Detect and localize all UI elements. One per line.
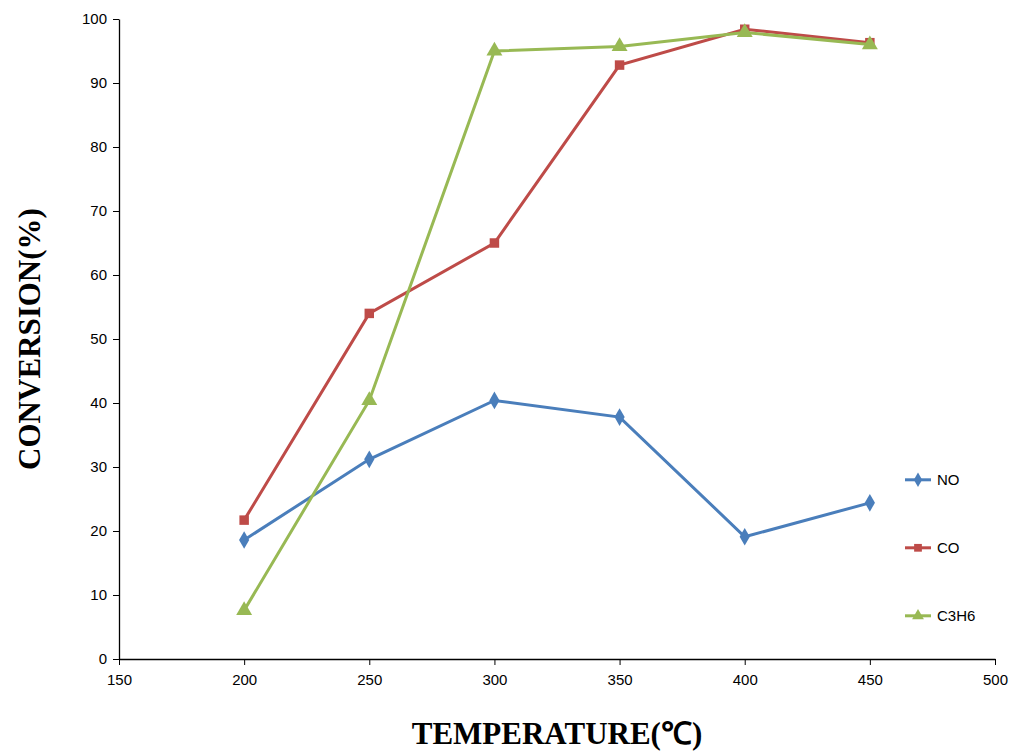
y-tick-mark: [113, 595, 119, 596]
legend-item: C3H6: [905, 607, 975, 624]
y-tick-label: 50: [90, 330, 107, 347]
y-tick-mark: [113, 147, 119, 148]
series-line: [244, 32, 870, 610]
legend: NO CO C3H6: [905, 471, 975, 624]
series-marker: [614, 408, 624, 426]
y-tick-mark: [113, 659, 119, 660]
y-tick-label: 90: [90, 74, 107, 91]
series-marker: [737, 23, 753, 37]
y-tick-label: 20: [90, 522, 107, 539]
x-tick-mark: [995, 659, 996, 665]
legend-marker: [912, 609, 924, 619]
legend-label: CO: [937, 539, 960, 556]
y-tick-label: 60: [90, 266, 107, 283]
series-line: [244, 400, 870, 540]
series-marker: [239, 531, 249, 549]
series-marker: [490, 238, 499, 247]
x-tick-mark: [119, 659, 120, 665]
series-marker: [486, 42, 502, 56]
x-tick-label: 200: [232, 671, 257, 688]
y-tick: 10: [90, 586, 119, 603]
x-tick-mark: [620, 659, 621, 665]
chart: 150 200 250 300 350 400 450 500 0 10 20 30 40 50 60 70 8…: [0, 0, 1017, 752]
y-tick: 50: [90, 330, 119, 347]
x-tick: 500: [983, 659, 1008, 688]
y-tick: 40: [90, 394, 119, 411]
series-marker: [612, 37, 628, 51]
x-tick-mark: [369, 659, 370, 665]
y-tick-label: 70: [90, 202, 107, 219]
series-marker: [364, 450, 374, 468]
y-axis-line: [119, 20, 120, 660]
y-tick-mark: [113, 275, 119, 276]
legend-item: CO: [905, 539, 960, 556]
y-tick: 90: [90, 74, 119, 91]
x-tick-label: 350: [608, 671, 633, 688]
y-axis: 0 10 20 30 40 50 60 70 80 90 100: [82, 10, 120, 667]
y-tick-label: 40: [90, 394, 107, 411]
series-marker: [236, 601, 252, 615]
x-tick: 150: [107, 659, 132, 688]
y-tick-mark: [113, 467, 119, 468]
series-marker: [489, 392, 499, 410]
y-tick: 0: [99, 650, 119, 667]
x-tick: 300: [482, 659, 507, 688]
series-marker: [862, 35, 878, 49]
y-tick-label: 10: [90, 586, 107, 603]
y-tick: 70: [90, 202, 119, 219]
x-tick-mark: [244, 659, 245, 665]
y-tick-mark: [113, 531, 119, 532]
legend-label: NO: [937, 471, 960, 488]
y-tick: 100: [82, 10, 119, 27]
y-tick-mark: [113, 339, 119, 340]
x-tick: 350: [608, 659, 633, 688]
x-tick-label: 250: [357, 671, 382, 688]
legend-label: C3H6: [937, 607, 975, 624]
y-tick-mark: [113, 19, 119, 20]
y-tick-label: 30: [90, 458, 107, 475]
x-tick-mark: [870, 659, 871, 665]
x-tick: 400: [733, 659, 758, 688]
x-tick-label: 400: [733, 671, 758, 688]
legend-marker: [914, 544, 922, 552]
x-tick-mark: [745, 659, 746, 665]
legend-marker: [914, 473, 922, 487]
series-marker: [740, 528, 750, 546]
plot: 150 200 250 300 350 400 450 500 0 10 20 30 40 50 60 70 8…: [82, 10, 1008, 687]
y-tick: 20: [90, 522, 119, 539]
series-marker: [865, 494, 875, 512]
y-tick-label: 100: [82, 10, 107, 27]
x-axis-line: [120, 659, 996, 660]
y-tick: 30: [90, 458, 119, 475]
x-axis-title: TEMPERATURE(℃): [412, 716, 702, 751]
x-tick: 450: [858, 659, 883, 688]
series-marker: [361, 391, 377, 405]
y-tick: 80: [90, 138, 119, 155]
x-tick-label: 450: [858, 671, 883, 688]
x-tick: 200: [232, 659, 257, 688]
x-tick-mark: [494, 659, 495, 665]
y-tick-label: 80: [90, 138, 107, 155]
y-axis-title: CONVERSION(%): [12, 208, 47, 470]
y-tick-mark: [113, 211, 119, 212]
series-marker: [239, 515, 248, 524]
x-axis: 150 200 250 300 350 400 450 500: [107, 659, 1008, 688]
series-group: [236, 23, 878, 615]
x-tick-label: 300: [482, 671, 507, 688]
y-tick-mark: [113, 403, 119, 404]
x-tick-label: 150: [107, 671, 132, 688]
y-tick-label: 0: [99, 650, 107, 667]
x-tick: 250: [357, 659, 382, 688]
legend-item: NO: [905, 471, 960, 488]
series-marker: [365, 309, 374, 318]
series-marker: [615, 60, 624, 69]
series-line: [244, 29, 870, 520]
y-tick: 60: [90, 266, 119, 283]
y-tick-mark: [113, 83, 119, 84]
x-tick-label: 500: [983, 671, 1008, 688]
